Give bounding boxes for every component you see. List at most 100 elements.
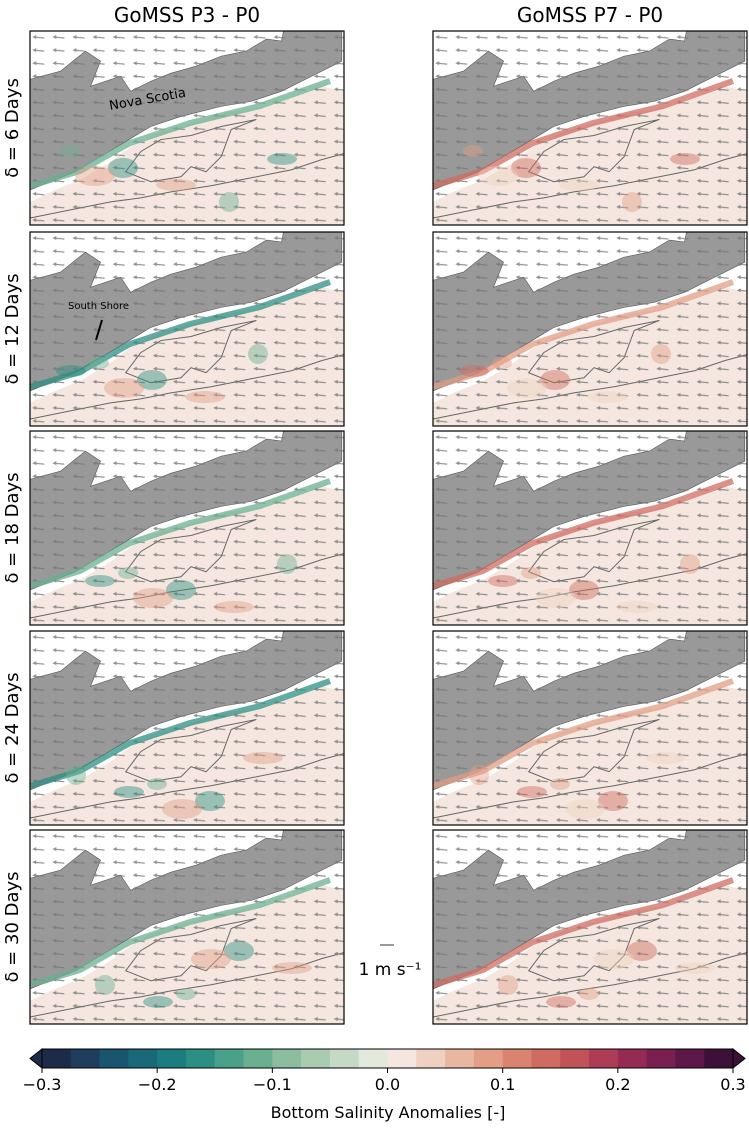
colorbar-step <box>502 1049 532 1068</box>
colorbar-tick-label: −0.3 <box>23 1075 62 1094</box>
panel-frame <box>29 630 345 826</box>
colorbar-step <box>185 1049 216 1068</box>
anomaly-patch <box>85 575 115 587</box>
colorbar-tick-label: 0.1 <box>490 1075 515 1094</box>
anomaly-patch <box>670 153 700 165</box>
anomaly-patch <box>133 588 173 608</box>
basemap <box>433 31 747 225</box>
panel-frame <box>432 430 748 626</box>
anomaly-patch <box>550 778 570 790</box>
coastal-anomaly <box>29 78 332 189</box>
colorbar-tick-label: −0.2 <box>138 1075 177 1094</box>
panel-frame <box>432 630 748 826</box>
anomaly-patch <box>588 391 628 403</box>
anomaly-patch <box>646 752 686 764</box>
anomaly-patch <box>195 791 225 811</box>
colorbar-extend <box>732 1047 746 1070</box>
map-panel <box>432 30 748 226</box>
anomaly-patch <box>56 365 86 377</box>
anomaly-patch <box>248 344 268 364</box>
colorbar-step <box>473 1049 504 1068</box>
colorbar-step <box>42 1049 72 1068</box>
colorbar-step <box>416 1049 446 1068</box>
anomaly-patch <box>214 601 254 613</box>
colorbar-step <box>214 1049 245 1068</box>
colorbar-step <box>560 1049 590 1068</box>
panels: δ = 6 Days δ = 12 Days δ = 18 Days δ = 24 D… <box>2 30 748 1025</box>
anomaly-patch <box>147 778 167 790</box>
anomaly-patch <box>60 145 80 157</box>
anomaly-patch <box>243 752 283 764</box>
map-annotation: South Shore <box>68 301 129 312</box>
colorbar-step <box>387 1049 417 1068</box>
anomaly-patch <box>191 949 231 969</box>
anomaly-patch <box>598 791 628 811</box>
anomaly-patch <box>675 962 715 974</box>
anomaly-patch <box>478 166 518 186</box>
anomaly-patch <box>166 580 196 600</box>
row-label: δ = 24 Days <box>2 672 23 783</box>
map-panel <box>29 430 345 626</box>
colorbar-step <box>617 1049 648 1068</box>
map-panel <box>29 231 345 427</box>
basemap <box>30 631 344 825</box>
anomaly-patch <box>114 786 144 798</box>
scale-label: 1 m s⁻¹ <box>359 960 422 980</box>
colorbar-step <box>704 1049 734 1068</box>
colorbar-step <box>157 1049 187 1068</box>
anomaly-patch <box>559 179 599 191</box>
coastal-anomaly <box>432 279 735 390</box>
basemap <box>433 631 747 825</box>
panel-frame <box>29 430 345 626</box>
colorbar-step <box>70 1049 101 1068</box>
anomaly-patch <box>118 567 138 579</box>
map-panel <box>29 630 345 826</box>
colorbar-step <box>329 1049 360 1068</box>
anomaly-patch <box>546 996 576 1008</box>
colorbar-step <box>128 1049 158 1068</box>
anomaly-patch <box>622 192 642 212</box>
row-label: δ = 12 Days <box>2 273 23 384</box>
colorbar: −0.3 −0.2 −0.1 0.0 0.1 0.2 0.3 <box>23 1047 746 1094</box>
map-panel <box>29 829 345 1025</box>
coastal-anomaly <box>29 279 332 390</box>
anomaly-patch <box>469 765 489 785</box>
coastal-anomaly <box>432 478 735 589</box>
panel-frame <box>432 231 748 427</box>
anomaly-patch <box>219 192 239 212</box>
anomaly-patch <box>517 786 547 798</box>
colorbar-tick-label: 0.0 <box>375 1075 400 1094</box>
anomaly-patch <box>627 941 657 961</box>
coastal-anomaly <box>29 478 332 589</box>
map-panel <box>432 829 748 1025</box>
colorbar-step <box>99 1049 129 1068</box>
anomaly-patch <box>176 988 196 1000</box>
anomaly-patch <box>536 588 576 608</box>
anomaly-patch <box>104 378 144 398</box>
anomaly-patch <box>579 988 599 1000</box>
anomaly-patch <box>89 357 109 369</box>
colorbar-step <box>675 1049 705 1068</box>
anomaly-patch <box>488 575 518 587</box>
anomaly-patch <box>507 378 547 398</box>
colorbar-step <box>445 1049 475 1068</box>
anomaly-patch <box>617 601 657 613</box>
panel-frame <box>29 30 345 226</box>
anomaly-patch <box>651 344 671 364</box>
row-label: δ = 30 Days <box>2 871 23 982</box>
colorbar-step <box>589 1049 619 1068</box>
colorbar-tick-label: 0.2 <box>605 1075 630 1094</box>
anomaly-patch <box>66 765 86 785</box>
colorbar-step <box>646 1049 676 1068</box>
anomaly-patch <box>277 554 297 574</box>
anomaly-patch <box>75 166 115 186</box>
colorbar-step <box>243 1049 273 1068</box>
coastal-anomaly <box>432 877 735 988</box>
anomaly-patch <box>224 941 254 961</box>
colorbar-extend <box>29 1047 43 1070</box>
panel-frame <box>432 829 748 1025</box>
column-title: GoMSS P7 - P0 <box>517 3 663 27</box>
anomaly-patch <box>459 365 489 377</box>
map-panel <box>29 30 345 226</box>
anomaly-patch <box>272 962 312 974</box>
